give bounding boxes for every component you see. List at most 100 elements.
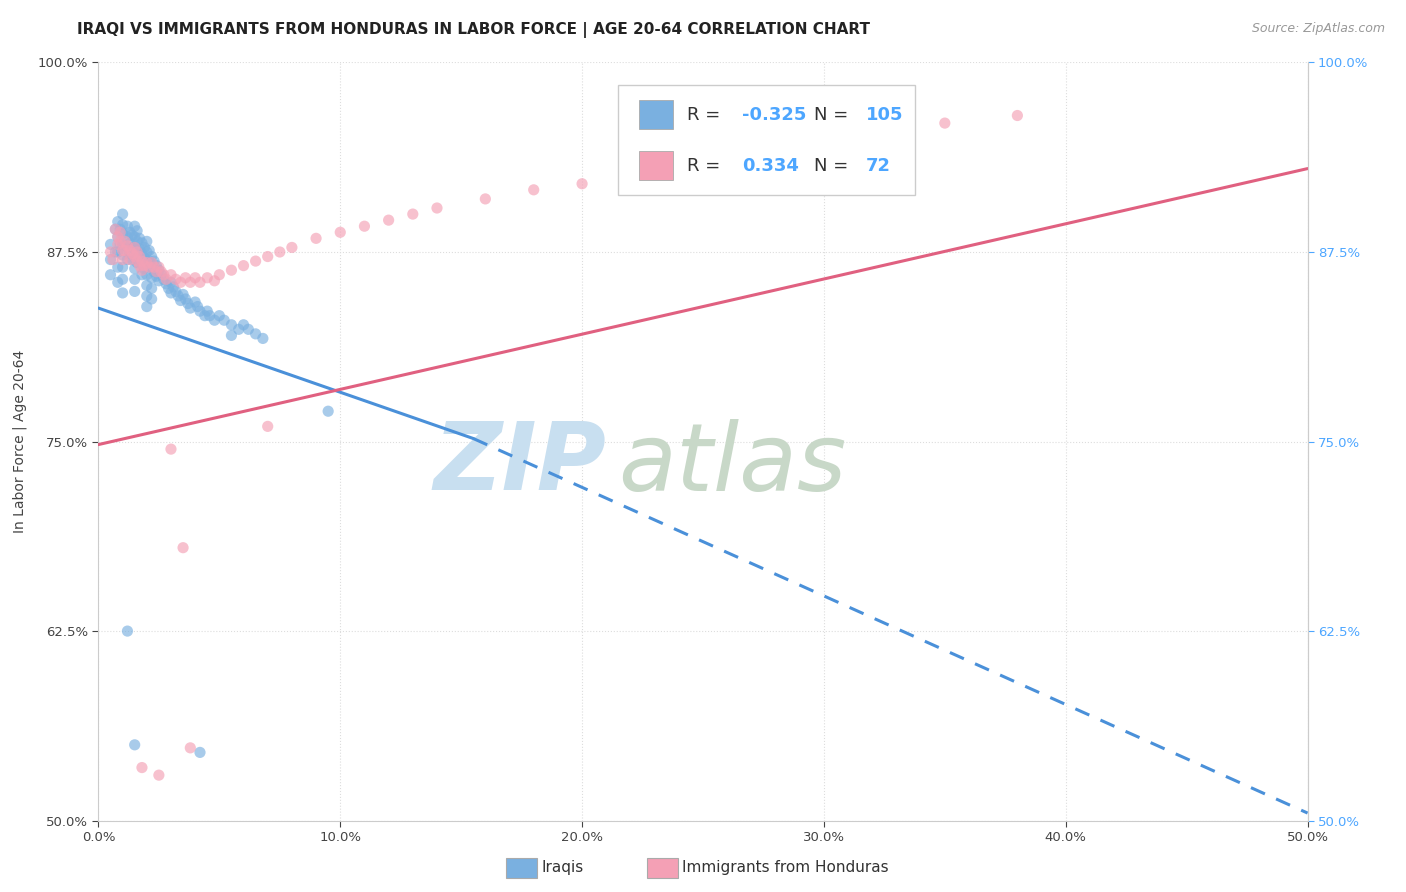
- Point: [141, 260, 163, 274]
- Point: [107, 244, 129, 259]
- Point: [135, 289, 157, 303]
- Point: [108, 237, 131, 252]
- Point: [135, 300, 157, 314]
- Point: [111, 285, 134, 300]
- Text: atlas: atlas: [619, 418, 846, 510]
- Point: [107, 214, 129, 228]
- Text: N =: N =: [814, 105, 855, 124]
- Point: [619, 169, 641, 184]
- Point: [121, 246, 143, 260]
- Point: [145, 269, 167, 284]
- Point: [150, 268, 173, 282]
- Point: [138, 244, 160, 258]
- Bar: [638, 100, 673, 129]
- Point: [107, 275, 129, 289]
- Point: [118, 244, 141, 258]
- Point: [124, 738, 146, 752]
- Point: [184, 270, 207, 285]
- Point: [316, 404, 339, 418]
- Point: [104, 222, 127, 236]
- Point: [107, 260, 129, 274]
- Point: [716, 153, 738, 168]
- Point: [228, 322, 250, 336]
- Point: [160, 285, 183, 300]
- Point: [121, 252, 143, 267]
- Point: [124, 285, 146, 299]
- Point: [155, 277, 177, 291]
- Text: R =: R =: [688, 157, 733, 175]
- Point: [221, 328, 243, 343]
- Point: [135, 278, 157, 293]
- Point: [124, 261, 146, 276]
- Point: [100, 252, 122, 267]
- Point: [169, 275, 191, 289]
- Point: [934, 116, 956, 130]
- FancyBboxPatch shape: [619, 85, 915, 195]
- Point: [179, 740, 201, 755]
- Point: [131, 254, 153, 268]
- Point: [127, 254, 149, 268]
- Point: [127, 224, 149, 238]
- Point: [135, 255, 157, 269]
- Point: [124, 250, 146, 264]
- Point: [269, 244, 291, 259]
- Point: [107, 237, 129, 252]
- Text: Immigrants from Honduras: Immigrants from Honduras: [682, 861, 889, 875]
- Point: [208, 309, 231, 323]
- Point: [188, 745, 211, 759]
- Point: [117, 219, 139, 234]
- Point: [145, 259, 167, 273]
- Point: [174, 270, 197, 285]
- Point: [135, 235, 157, 249]
- Point: [157, 281, 180, 295]
- Point: [127, 235, 149, 249]
- Point: [141, 270, 163, 285]
- Point: [474, 192, 496, 206]
- Point: [152, 268, 174, 282]
- Point: [127, 244, 149, 259]
- Point: [148, 274, 170, 288]
- Point: [1007, 109, 1029, 123]
- Point: [245, 326, 267, 341]
- Point: [118, 235, 141, 250]
- Point: [114, 244, 136, 258]
- Point: [111, 272, 134, 286]
- Point: [148, 768, 170, 782]
- Text: ZIP: ZIP: [433, 418, 606, 510]
- Point: [135, 268, 157, 282]
- Point: [353, 219, 375, 234]
- Text: Iraqis: Iraqis: [541, 861, 583, 875]
- Point: [107, 229, 129, 244]
- Point: [111, 252, 134, 267]
- Point: [131, 263, 153, 277]
- Text: IRAQI VS IMMIGRANTS FROM HONDURAS IN LABOR FORCE | AGE 20-64 CORRELATION CHART: IRAQI VS IMMIGRANTS FROM HONDURAS IN LAB…: [77, 22, 870, 38]
- Point: [143, 260, 166, 274]
- Point: [238, 322, 260, 336]
- Point: [134, 259, 156, 273]
- Text: 0.334: 0.334: [742, 157, 799, 175]
- Point: [141, 250, 163, 264]
- Point: [108, 222, 131, 236]
- Point: [204, 274, 226, 288]
- Point: [117, 229, 139, 244]
- Point: [160, 268, 183, 282]
- Point: [232, 318, 254, 332]
- Point: [813, 138, 835, 153]
- Point: [212, 313, 235, 327]
- Point: [117, 624, 139, 639]
- Point: [160, 442, 183, 456]
- Point: [134, 240, 156, 254]
- Point: [221, 263, 243, 277]
- Point: [195, 304, 218, 318]
- Point: [252, 331, 274, 345]
- Point: [232, 259, 254, 273]
- Point: [128, 242, 150, 256]
- Point: [143, 265, 166, 279]
- Point: [245, 254, 267, 268]
- Point: [138, 260, 160, 274]
- Point: [188, 304, 211, 318]
- Point: [118, 225, 141, 239]
- Point: [124, 251, 146, 265]
- Point: [135, 255, 157, 269]
- Point: [131, 246, 153, 260]
